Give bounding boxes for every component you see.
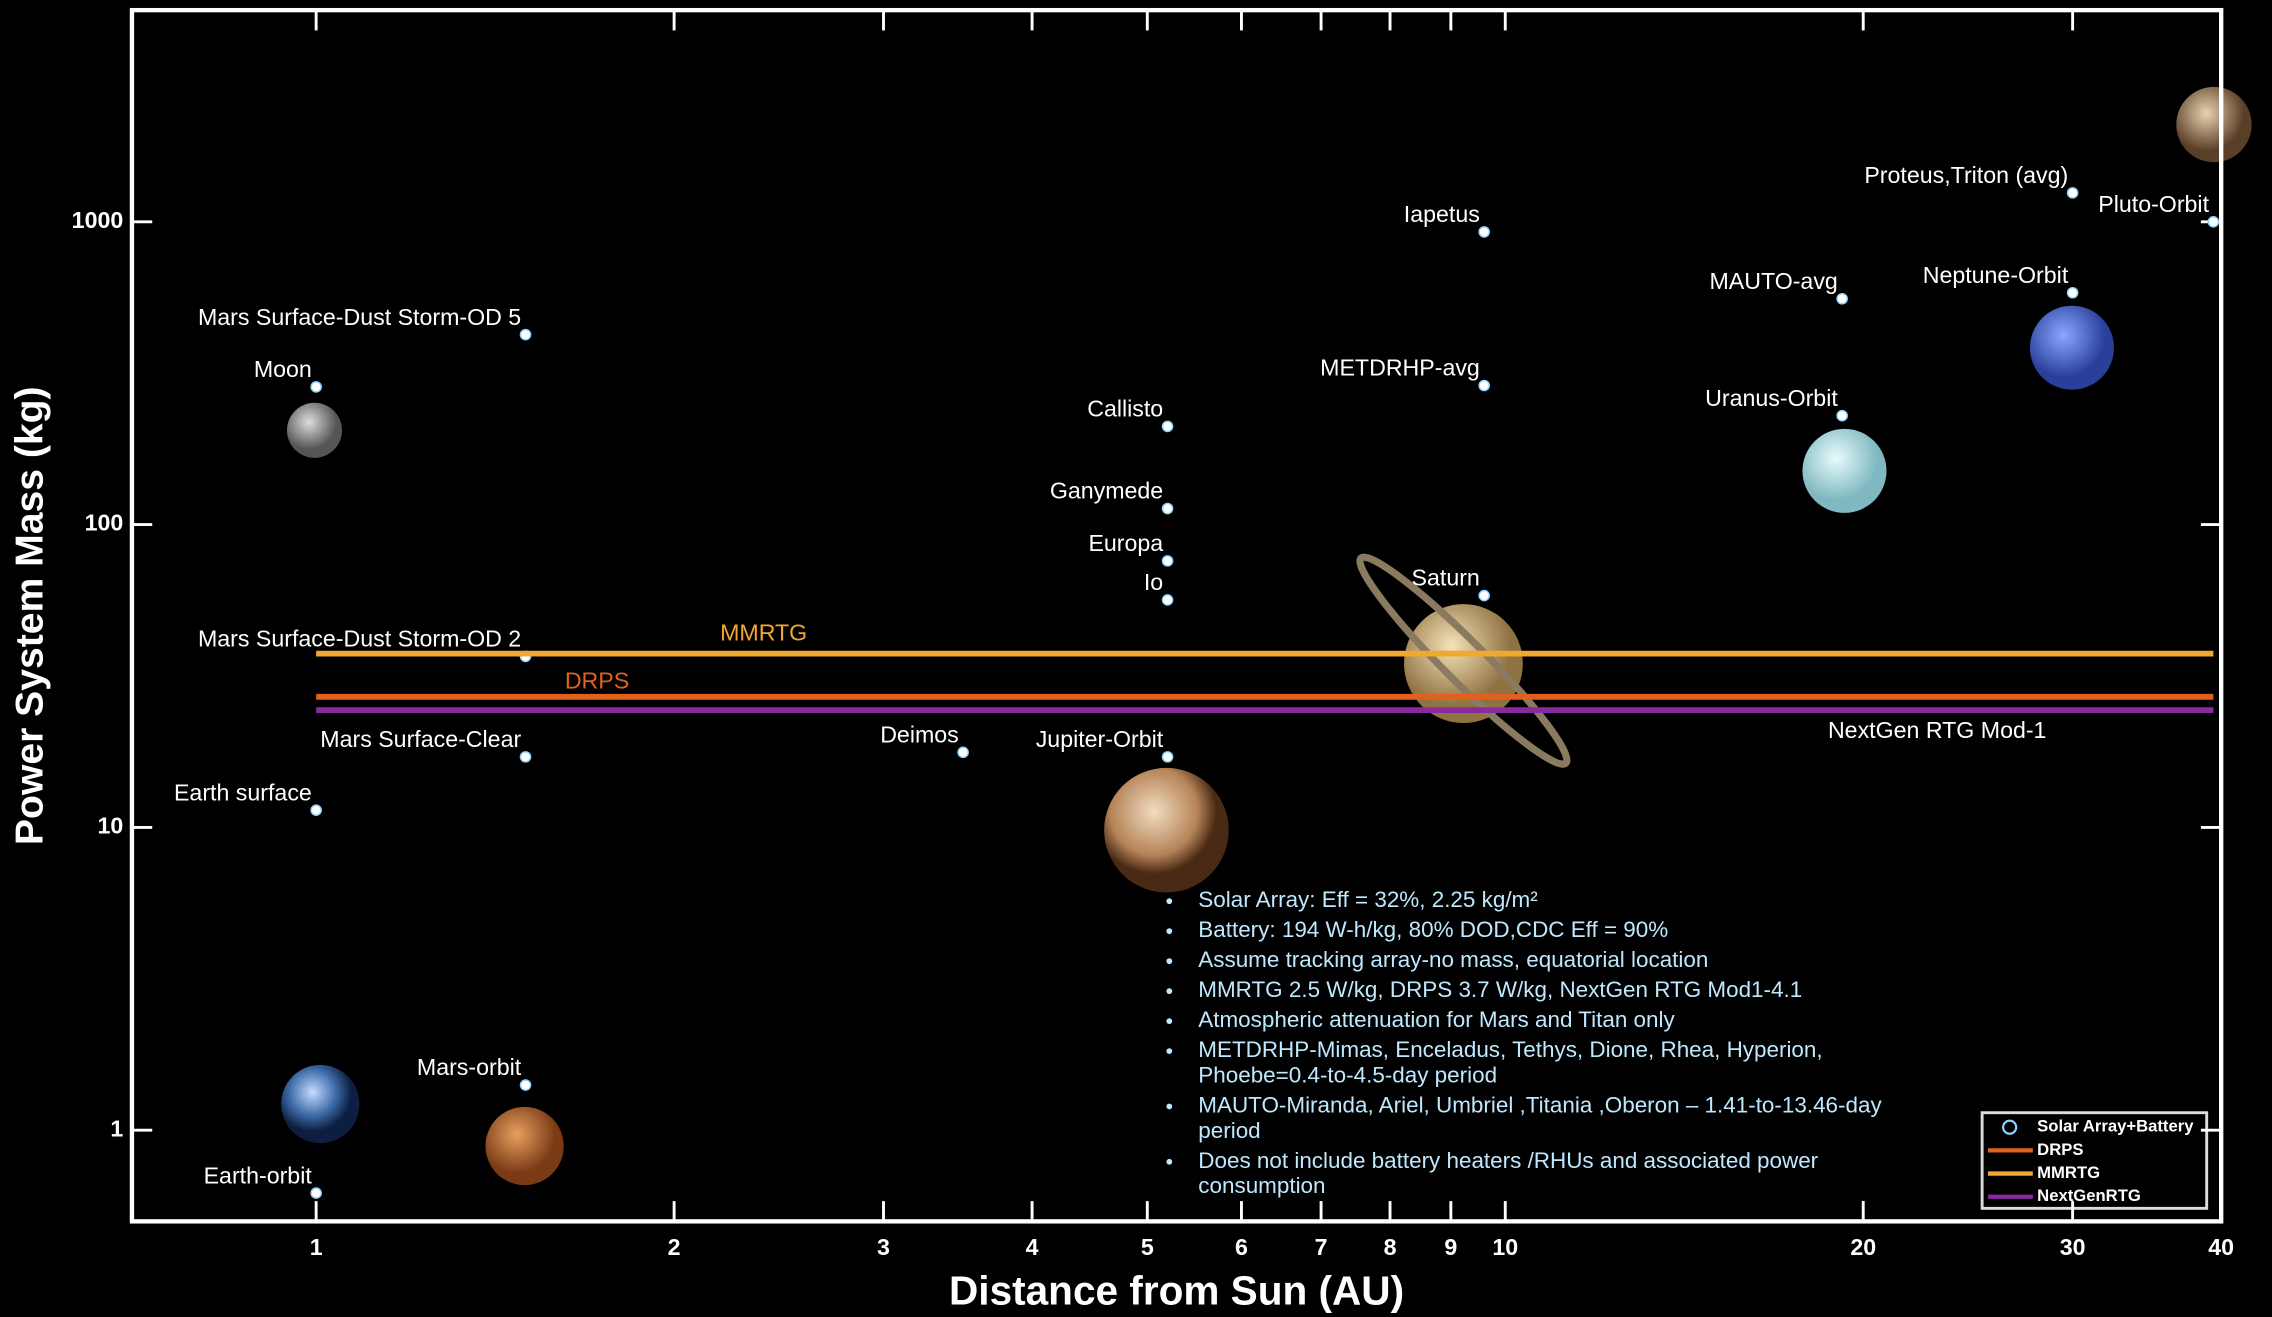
legend-box bbox=[1980, 1111, 2209, 1210]
point bbox=[2207, 216, 2220, 228]
point bbox=[1161, 555, 1174, 567]
point bbox=[1478, 379, 1490, 392]
line-label: MMRTG bbox=[720, 620, 807, 646]
point-label: Mars-orbit bbox=[417, 1054, 522, 1080]
point bbox=[519, 751, 532, 763]
point-label: Mars Surface-Dust Storm-OD 5 bbox=[198, 304, 521, 330]
point bbox=[1836, 292, 1848, 305]
note-text: MMRTG 2.5 W/kg, DRPS 3.7 W/kg, NextGen R… bbox=[1198, 977, 1802, 1002]
legend-symbol bbox=[2002, 1119, 2018, 1135]
note-bullet bbox=[1166, 898, 1173, 905]
point-label: Mars Surface-Clear bbox=[320, 726, 521, 752]
note-text: Does not include battery heaters /RHUs a… bbox=[1198, 1148, 1818, 1173]
note-text: Battery: 194 W-h/kg, 80% DOD,CDC Eff = 9… bbox=[1198, 917, 1668, 942]
point-label: Neptune-Orbit bbox=[1923, 262, 2069, 288]
point-label: Io bbox=[1144, 569, 1163, 595]
point bbox=[1478, 589, 1490, 602]
point-label: MAUTO-avg bbox=[1709, 268, 1837, 294]
point-label: Callisto bbox=[1087, 396, 1163, 422]
point-label: Jupiter-Orbit bbox=[1036, 726, 1164, 752]
point-label: Uranus-Orbit bbox=[1705, 385, 1838, 411]
point-label: Mars Surface-Dust Storm-OD 2 bbox=[198, 626, 521, 652]
point bbox=[1161, 594, 1174, 606]
x-tick-label: 40 bbox=[2208, 1234, 2234, 1260]
point-label: Moon bbox=[254, 356, 312, 382]
point bbox=[310, 804, 322, 816]
point-label: Earth surface bbox=[174, 779, 312, 805]
point bbox=[519, 328, 532, 341]
x-tick-label: 4 bbox=[1026, 1234, 1039, 1260]
legend-label: MMRTG bbox=[2037, 1163, 2100, 1182]
point-label: METDRHP-avg bbox=[1320, 355, 1480, 381]
point bbox=[1836, 409, 1848, 422]
point bbox=[2066, 286, 2079, 299]
point-label: Proteus,Triton (avg) bbox=[1864, 162, 2068, 188]
point-label: Deimos bbox=[880, 722, 959, 748]
note-bullet bbox=[1166, 988, 1173, 995]
x-tick-label: 2 bbox=[668, 1234, 681, 1260]
point bbox=[310, 381, 322, 393]
line-label: NextGen RTG Mod-1 bbox=[1828, 717, 2047, 743]
planet-images bbox=[281, 86, 2252, 1186]
note-text: consumption bbox=[1198, 1173, 1325, 1198]
point-label: Saturn bbox=[1412, 565, 1480, 591]
note-text: Atmospheric attenuation for Mars and Tit… bbox=[1198, 1007, 1675, 1032]
y-tick-label: 1 bbox=[110, 1115, 123, 1141]
x-tick-label: 9 bbox=[1444, 1234, 1457, 1260]
x-tick-label: 5 bbox=[1141, 1234, 1154, 1260]
x-tick-label: 8 bbox=[1384, 1234, 1397, 1260]
x-tick-label: 1 bbox=[310, 1234, 323, 1260]
point-label: Earth-orbit bbox=[204, 1162, 313, 1188]
point bbox=[2066, 187, 2079, 199]
point bbox=[1161, 420, 1174, 433]
note-text: Phoebe=0.4-to-4.5-day period bbox=[1198, 1062, 1497, 1087]
point bbox=[519, 1079, 532, 1091]
point bbox=[1161, 502, 1174, 515]
legend-label: NextGenRTG bbox=[2037, 1186, 2141, 1205]
y-tick-label: 1000 bbox=[72, 207, 124, 233]
line-label: DRPS bbox=[565, 668, 629, 694]
point-label: Iapetus bbox=[1404, 201, 1480, 227]
point bbox=[1161, 751, 1174, 763]
notes: Solar Array: Eff = 32%, 2.25 kg/m² Batter… bbox=[1166, 887, 1882, 1198]
x-tick-label: 6 bbox=[1235, 1234, 1248, 1260]
x-tick-label: 7 bbox=[1315, 1234, 1328, 1260]
x-tick-label: 30 bbox=[2060, 1234, 2086, 1260]
point-label: Ganymede bbox=[1050, 478, 1163, 504]
note-bullet bbox=[1166, 1018, 1173, 1025]
note-bullet bbox=[1166, 958, 1173, 965]
x-tick-label: 20 bbox=[1850, 1234, 1876, 1260]
y-axis-title: Power System Mass (kg) bbox=[8, 386, 51, 845]
y-tick-label: 100 bbox=[85, 510, 124, 536]
plot-frame bbox=[129, 7, 2224, 1224]
legend-label: DRPS bbox=[2037, 1140, 2083, 1159]
point bbox=[957, 746, 969, 759]
y-tick-label: 10 bbox=[97, 813, 123, 839]
point bbox=[1478, 226, 1490, 238]
legend-label: Solar Array+Battery bbox=[2037, 1117, 2194, 1136]
note-bullet bbox=[1166, 1103, 1173, 1110]
note-bullet bbox=[1166, 1048, 1173, 1055]
point bbox=[310, 1187, 322, 1199]
x-tick-label: 3 bbox=[877, 1234, 890, 1260]
x-axis-title: Distance from Sun (AU) bbox=[949, 1268, 1404, 1314]
note-text: MAUTO-Miranda, Ariel, Umbriel ,Titania ,… bbox=[1198, 1092, 1882, 1117]
point-label: Europa bbox=[1088, 530, 1163, 556]
note-text: Assume tracking array-no mass, equatoria… bbox=[1198, 947, 1708, 972]
note-text: METDRHP-Mimas, Enceladus, Tethys, Dione,… bbox=[1198, 1037, 1822, 1062]
point-label: Pluto-Orbit bbox=[2098, 191, 2209, 217]
note-bullet bbox=[1166, 928, 1173, 935]
note-bullet bbox=[1166, 1158, 1173, 1165]
x-tick-label: 10 bbox=[1492, 1234, 1518, 1260]
note-text: Solar Array: Eff = 32%, 2.25 kg/m² bbox=[1198, 887, 1538, 912]
note-text: period bbox=[1198, 1118, 1260, 1143]
